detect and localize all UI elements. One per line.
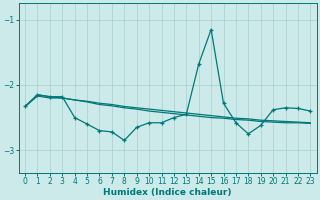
X-axis label: Humidex (Indice chaleur): Humidex (Indice chaleur): [103, 188, 232, 197]
